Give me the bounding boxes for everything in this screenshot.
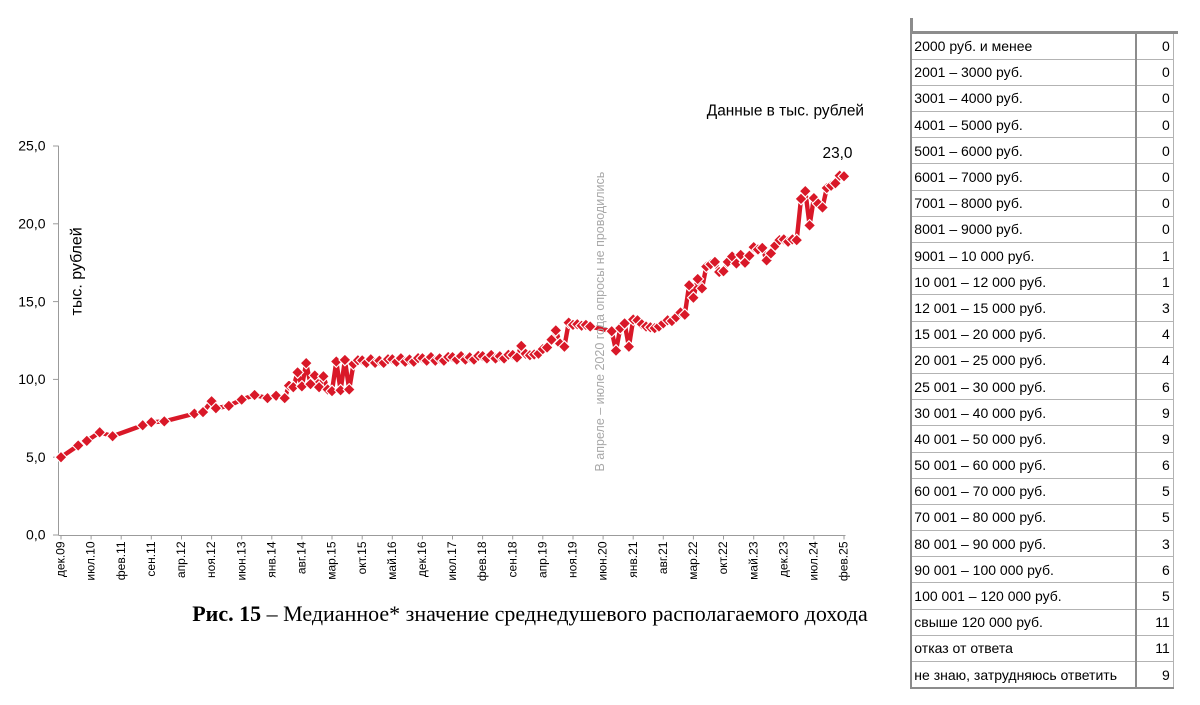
svg-text:апр.12: апр.12 xyxy=(174,541,188,578)
svg-text:мар.22: мар.22 xyxy=(686,541,700,580)
svg-text:янв.21: янв.21 xyxy=(626,541,640,578)
svg-text:25,0: 25,0 xyxy=(18,138,45,154)
svg-text:июн.20: июн.20 xyxy=(596,541,610,580)
svg-text:ноя.19: ноя.19 xyxy=(566,541,580,578)
svg-text:В апреле – июле 2020 года опро: В апреле – июле 2020 года опросы не пров… xyxy=(593,172,607,472)
svg-text:фев.25: фев.25 xyxy=(837,541,851,581)
svg-text:0,0: 0,0 xyxy=(26,527,46,543)
svg-text:фев.18: фев.18 xyxy=(475,541,489,581)
svg-text:июл.24: июл.24 xyxy=(807,541,821,580)
svg-text:апр.19: апр.19 xyxy=(535,541,549,578)
svg-text:окт.15: окт.15 xyxy=(355,541,369,574)
svg-text:дек.09: дек.09 xyxy=(54,541,68,577)
svg-text:сен.11: сен.11 xyxy=(144,541,158,576)
svg-text:дек.16: дек.16 xyxy=(415,541,429,577)
svg-text:15,0: 15,0 xyxy=(18,293,45,309)
svg-text:дек.23: дек.23 xyxy=(776,541,790,577)
svg-text:авг.14: авг.14 xyxy=(295,541,309,574)
svg-text:окт.22: окт.22 xyxy=(716,541,730,574)
svg-text:сен.18: сен.18 xyxy=(505,541,519,577)
svg-text:23,0: 23,0 xyxy=(823,145,853,162)
svg-text:20,0: 20,0 xyxy=(18,216,45,232)
svg-text:янв.14: янв.14 xyxy=(264,541,278,578)
svg-text:10,0: 10,0 xyxy=(18,371,45,387)
svg-text:тыс. рублей: тыс. рублей xyxy=(69,227,86,315)
svg-text:ноя.12: ноя.12 xyxy=(204,541,218,578)
svg-text:мар.15: мар.15 xyxy=(325,541,339,580)
svg-text:авг.21: авг.21 xyxy=(656,541,670,574)
svg-text:июл.10: июл.10 xyxy=(84,541,98,580)
svg-text:фев.11: фев.11 xyxy=(114,541,128,580)
svg-text:июн.13: июн.13 xyxy=(234,541,248,580)
svg-text:июл.17: июл.17 xyxy=(445,541,459,580)
svg-text:5,0: 5,0 xyxy=(26,449,46,465)
svg-text:май.23: май.23 xyxy=(746,541,760,580)
svg-text:Данные в тыс. рублей: Данные в тыс. рублей xyxy=(707,103,864,120)
svg-text:май.16: май.16 xyxy=(385,541,399,580)
